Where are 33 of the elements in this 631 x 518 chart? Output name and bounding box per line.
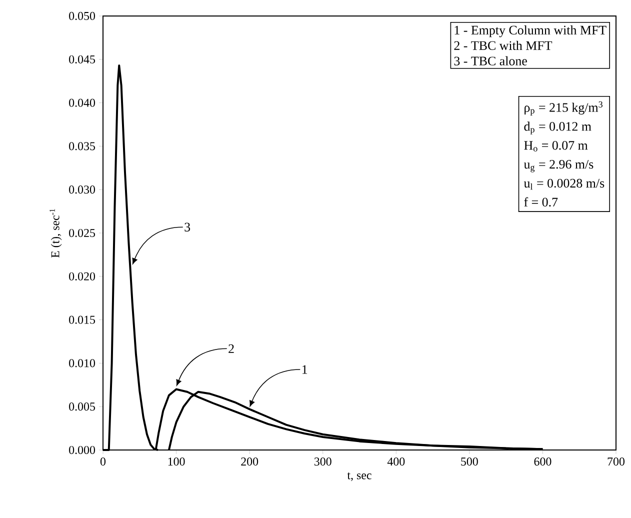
x-tick-label: 200: [241, 458, 258, 466]
annotation: 2: [228, 344, 234, 353]
annotation: 1: [302, 365, 308, 374]
x-tick-label: 300: [314, 458, 332, 466]
x-tick-label: 100: [168, 458, 185, 466]
y-tick-label: 0.030: [69, 186, 96, 194]
y-tick-label: 0.045: [69, 55, 96, 64]
annotation: d$_{p}$ = 0.012 m: [524, 122, 592, 134]
annotation: 3 - TBC alone: [454, 56, 527, 66]
annotation: 3: [184, 222, 190, 232]
y-tick-label: 0.000: [69, 446, 96, 454]
y-tick-label: 0.025: [69, 228, 96, 238]
y-tick-label: 0.015: [69, 316, 96, 324]
y-tick-label: 0.035: [69, 142, 96, 150]
x-tick-label: 700: [608, 458, 625, 466]
x-tick-label: 600: [534, 458, 552, 466]
x-tick-label: 500: [461, 458, 478, 466]
annotation: u$_{g}$ = 2.96 m/s: [524, 160, 594, 172]
x-tick-label: 0: [100, 458, 106, 466]
x-axis-title: t, sec: [347, 472, 372, 482]
annotation: 1 - Empty Column with MFT: [454, 25, 606, 38]
annotation: u$_{l}$ = 0.0028 m/s: [524, 178, 604, 190]
y-tick-label: 0.050: [69, 12, 96, 20]
annotation: f = 0.7: [524, 197, 558, 207]
x-tick-label: 400: [387, 458, 405, 466]
annotation: 2 - TBC with MFT: [454, 40, 552, 50]
y-tick-label: 0.020: [69, 272, 96, 280]
y-tick-label: 0.010: [69, 359, 96, 368]
annotation: ρ$_{p}$ = 215 kg/m$^{3}$: [524, 101, 602, 116]
y-axis-title: E (t), sec$^{-1}$: [50, 209, 62, 258]
y-tick-label: 0.040: [69, 98, 96, 107]
annotation: H$_{o}$ = 0.07 m: [524, 140, 588, 152]
y-tick-label: 0.005: [69, 402, 96, 411]
